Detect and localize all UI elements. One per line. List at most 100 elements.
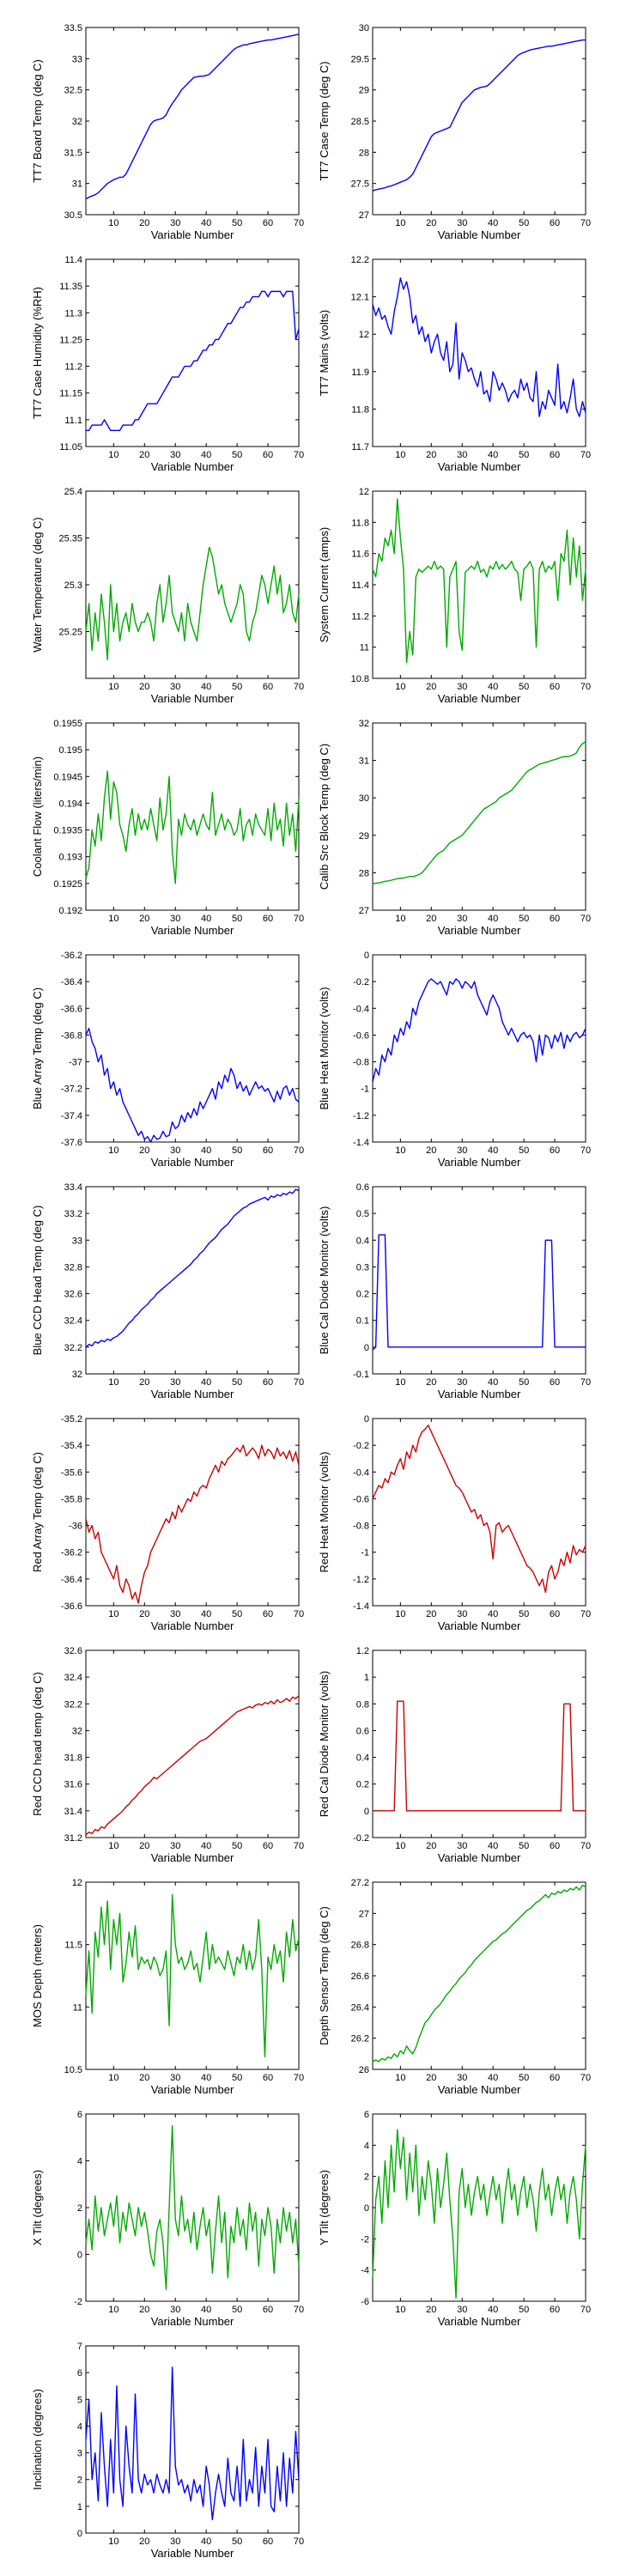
y-tick-label: 29 xyxy=(359,831,369,841)
x-tick-label: 70 xyxy=(294,218,304,228)
x-tick-label: 10 xyxy=(108,1609,118,1619)
y-axis-label: Blue Heat Monitor (volts) xyxy=(318,987,331,1109)
y-tick-label: 27 xyxy=(359,906,369,916)
y-tick-label: 0.1955 xyxy=(53,719,82,729)
data-series-line-1 xyxy=(86,290,300,432)
plot-frame xyxy=(372,27,586,216)
x-tick-label: 70 xyxy=(294,2305,304,2315)
y-tick-label: 30 xyxy=(359,23,369,33)
y-tick-label: 1 xyxy=(77,2502,82,2512)
y-axis-label: Blue Cal Diode Monitor (volts) xyxy=(318,1206,331,1355)
y-tick-label: 2 xyxy=(364,2172,369,2183)
x-tick-label: 30 xyxy=(457,1145,467,1156)
y-tick-label: 11.1 xyxy=(64,416,82,426)
y-tick-label: 0.1925 xyxy=(53,879,82,890)
x-axis-label: Variable Number xyxy=(438,1851,521,1864)
y-tick-label: 0 xyxy=(364,951,369,961)
x-axis-label: Variable Number xyxy=(151,692,234,705)
x-tick-label: 40 xyxy=(488,2305,498,2315)
y-tick-label: -36.4 xyxy=(61,977,82,987)
y-axis-label: Y Tilt (degrees) xyxy=(318,2170,331,2245)
x-tick-label: 30 xyxy=(457,218,467,228)
y-tick-label: 0.5 xyxy=(356,1209,369,1219)
x-tick-label: 40 xyxy=(488,2073,498,2083)
data-series-line-1 xyxy=(372,2129,586,2300)
y-tick-label: 31.2 xyxy=(64,1833,82,1844)
plot-frame xyxy=(85,954,300,1143)
x-axis-label: Variable Number xyxy=(151,924,234,937)
y-axis-label: Red Array Temp (deg C) xyxy=(31,1452,44,1572)
y-tick-label: 2 xyxy=(77,2476,82,2486)
y-tick-label: -1 xyxy=(361,1548,369,1558)
x-tick-label: 70 xyxy=(294,682,304,692)
y-axis-label: Coolant Flow (liters/min) xyxy=(31,756,44,877)
x-axis-label: Variable Number xyxy=(438,1388,521,1400)
chart-panel-18: 10 20 30 40 50 60 70 26 26.2 26.4 26.6 26.8 27 27.2 Va… xyxy=(318,1878,591,2096)
x-tick-label: 20 xyxy=(426,2305,436,2315)
x-tick-label: 40 xyxy=(488,1609,498,1619)
x-tick-label: 20 xyxy=(426,682,436,692)
y-tick-label: 32.2 xyxy=(64,1699,82,1710)
plot-frame xyxy=(85,258,300,447)
x-tick-label: 60 xyxy=(550,1145,560,1156)
x-tick-label: 60 xyxy=(263,450,273,460)
data-series-line-1 xyxy=(372,1234,586,1351)
x-tick-label: 60 xyxy=(263,1377,273,1388)
plot-frame xyxy=(85,490,300,679)
y-tick-label: 4 xyxy=(364,2141,369,2151)
y-tick-label: 27.2 xyxy=(351,1878,369,1888)
x-tick-label: 70 xyxy=(294,1841,304,1851)
x-tick-label: 60 xyxy=(550,1377,560,1388)
x-tick-label: 40 xyxy=(488,1377,498,1388)
y-tick-label: -0.6 xyxy=(353,1030,369,1041)
y-tick-label: -0.4 xyxy=(353,1467,369,1478)
data-series-line-1 xyxy=(85,1444,300,1604)
x-tick-label: 50 xyxy=(519,1609,529,1619)
x-tick-label: 70 xyxy=(580,450,591,460)
y-tick-label: 32 xyxy=(72,117,82,127)
x-axis-label: Variable Number xyxy=(151,2315,234,2328)
x-tick-label: 30 xyxy=(457,1841,467,1851)
x-tick-label: 50 xyxy=(519,218,529,228)
x-tick-label: 30 xyxy=(457,2073,467,2083)
y-tick-label: 12.1 xyxy=(351,293,369,303)
x-tick-label: 70 xyxy=(580,914,591,924)
y-tick-label: 0.1 xyxy=(356,1316,369,1327)
y-tick-label: 11.9 xyxy=(351,368,369,378)
y-tick-label: 0.195 xyxy=(58,745,82,756)
x-tick-label: 50 xyxy=(519,450,529,460)
y-axis-label: Water Temperature (deg C) xyxy=(31,517,44,653)
y-tick-label: 26.2 xyxy=(351,2034,369,2044)
y-tick-label: 29.5 xyxy=(351,54,369,64)
x-axis-label: Variable Number xyxy=(151,460,234,473)
x-tick-label: 10 xyxy=(108,2305,118,2315)
x-tick-label: 50 xyxy=(232,2073,242,2083)
y-tick-label: 12.2 xyxy=(351,255,369,265)
y-tick-label: 0.2 xyxy=(356,1290,369,1300)
y-tick-label: 33 xyxy=(72,54,82,64)
x-axis-label: Variable Number xyxy=(438,1156,521,1169)
x-tick-label: 30 xyxy=(170,450,180,460)
x-tick-label: 20 xyxy=(139,1609,149,1619)
y-tick-label: 0.6 xyxy=(356,1182,369,1193)
x-tick-label: 20 xyxy=(139,914,149,924)
x-tick-label: 10 xyxy=(395,914,405,924)
x-tick-label: 10 xyxy=(395,2305,405,2315)
x-tick-label: 30 xyxy=(457,682,467,692)
y-tick-label: -1.2 xyxy=(353,1111,369,1121)
x-tick-label: 60 xyxy=(263,1841,273,1851)
x-tick-label: 50 xyxy=(232,1377,242,1388)
y-tick-label: 6 xyxy=(77,2368,82,2379)
y-tick-label: 32.6 xyxy=(64,1290,82,1300)
x-tick-label: 70 xyxy=(294,2073,304,2083)
y-tick-label: 11.25 xyxy=(59,335,82,345)
y-tick-label: 1 xyxy=(364,1673,369,1683)
x-tick-label: 30 xyxy=(170,1377,180,1388)
y-tick-label: 32 xyxy=(72,1726,82,1736)
x-tick-label: 60 xyxy=(263,914,273,924)
x-tick-label: 70 xyxy=(580,1145,591,1156)
x-tick-label: 20 xyxy=(426,1609,436,1619)
x-tick-label: 30 xyxy=(457,450,467,460)
x-tick-label: 10 xyxy=(395,2073,405,2083)
y-tick-label: 30.5 xyxy=(64,210,82,221)
